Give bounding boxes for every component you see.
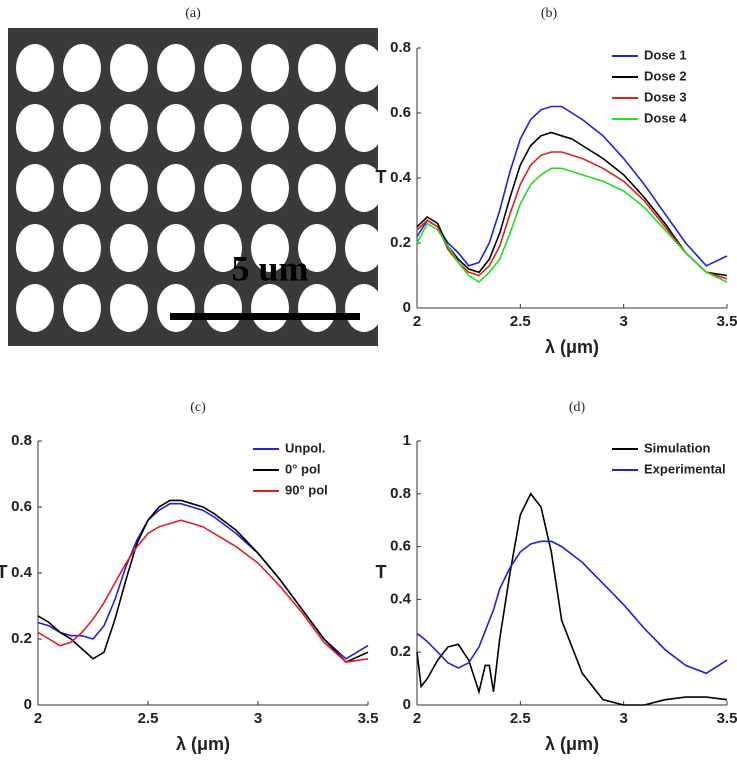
y-tick-label: 0.2 — [390, 643, 411, 660]
series-line — [417, 494, 727, 705]
y-axis-label: T — [0, 562, 8, 582]
legend-label: 0° pol — [285, 461, 321, 476]
hole — [345, 224, 383, 272]
hole — [63, 224, 101, 272]
hole — [251, 104, 289, 152]
hole — [204, 284, 242, 332]
x-tick-label: 2.5 — [510, 313, 531, 330]
x-tick-label: 3 — [254, 710, 262, 727]
x-tick-label: 3 — [619, 710, 627, 727]
hole — [16, 284, 54, 332]
hole — [204, 104, 242, 152]
y-tick-label: 0.2 — [390, 234, 411, 251]
series-line — [417, 133, 727, 276]
hole — [204, 44, 242, 92]
hole — [345, 44, 383, 92]
hole — [110, 104, 148, 152]
x-tick-label: 3 — [619, 313, 627, 330]
y-tick-label: 0 — [403, 696, 411, 713]
panel-label: (b) — [541, 6, 558, 21]
y-tick-label: 0.8 — [390, 39, 411, 56]
y-tick-label: 0 — [403, 299, 411, 316]
hole — [251, 164, 289, 212]
hole — [16, 104, 54, 152]
sem-image: 5 um — [8, 28, 383, 346]
legend-label: Dose 3 — [644, 89, 687, 104]
hole — [298, 164, 336, 212]
hole — [110, 164, 148, 212]
hole — [251, 284, 289, 332]
hole — [16, 224, 54, 272]
hole — [298, 44, 336, 92]
legend-label: Dose 4 — [644, 110, 687, 125]
panel-label: (d) — [569, 400, 586, 415]
x-axis-label: λ (μm) — [545, 734, 599, 754]
x-tick-label: 2.5 — [138, 710, 159, 727]
hole — [63, 44, 101, 92]
y-axis-label: T — [376, 562, 387, 582]
x-tick-label: 3.5 — [358, 710, 379, 727]
hole — [345, 284, 383, 332]
y-tick-label: 0.4 — [390, 169, 412, 186]
x-axis-label: λ (μm) — [545, 337, 599, 357]
x-tick-label: 2 — [34, 710, 42, 727]
scale-bar — [170, 313, 360, 320]
y-tick-label: 0.8 — [390, 485, 411, 502]
figure: (a) 5 um (b) 0 0.2 0.4 0.6 0.8 2 2.5 3 3.5 λ (μm) T… — [0, 0, 737, 776]
hole — [110, 224, 148, 272]
hole — [63, 104, 101, 152]
x-tick-label: 3.5 — [717, 313, 737, 330]
legend-label: 90° pol — [285, 482, 328, 497]
hole — [157, 104, 195, 152]
x-axis-label: λ (μm) — [176, 734, 230, 754]
y-tick-label: 0.6 — [390, 538, 411, 555]
hole — [157, 284, 195, 332]
hole — [345, 104, 383, 152]
x-tick-label: 2 — [413, 710, 421, 727]
x-tick-label: 2.5 — [510, 710, 531, 727]
legend-label: Unpol. — [285, 440, 325, 455]
hole — [63, 164, 101, 212]
hole — [298, 284, 336, 332]
hole — [157, 164, 195, 212]
y-tick-label: 0.6 — [11, 498, 32, 515]
y-axis-label: T — [376, 167, 387, 187]
legend-label: Experimental — [644, 461, 726, 476]
y-tick-label: 0 — [24, 696, 32, 713]
x-tick-label: 3.5 — [717, 710, 737, 727]
y-tick-label: 1 — [403, 432, 411, 449]
hole — [110, 284, 148, 332]
y-tick-label: 0.8 — [11, 432, 32, 449]
legend-label: Dose 2 — [644, 68, 687, 83]
y-tick-label: 0.2 — [11, 630, 32, 647]
hole — [110, 44, 148, 92]
series-line — [417, 107, 727, 266]
hole — [157, 44, 195, 92]
x-tick-label: 2 — [413, 313, 421, 330]
hole — [16, 44, 54, 92]
y-tick-label: 0.6 — [390, 104, 411, 121]
panel-label: (a) — [185, 6, 201, 21]
hole — [204, 164, 242, 212]
hole — [298, 104, 336, 152]
scale-bar-label: 5 um — [231, 248, 308, 288]
series-line — [38, 520, 368, 662]
legend-label: Simulation — [644, 440, 711, 455]
legend-label: Dose 1 — [644, 47, 687, 62]
hole — [251, 44, 289, 92]
hole — [16, 164, 54, 212]
panel-label: (c) — [190, 400, 206, 415]
y-tick-label: 0.4 — [11, 564, 33, 581]
hole — [63, 284, 101, 332]
y-tick-label: 0.4 — [390, 590, 412, 607]
hole — [157, 224, 195, 272]
